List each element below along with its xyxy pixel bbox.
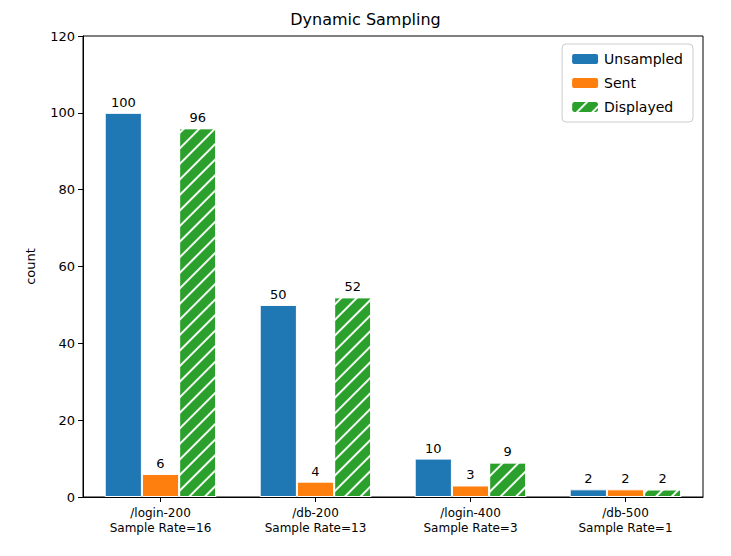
svg-text:Sample Rate=16: Sample Rate=16 [110,521,212,535]
svg-text:Unsampled: Unsampled [604,51,683,67]
svg-text:6: 6 [156,456,164,471]
svg-text:9: 9 [504,444,512,459]
svg-text:4: 4 [311,464,319,479]
svg-text:Sample Rate=1: Sample Rate=1 [578,521,672,535]
svg-text:2: 2 [621,471,629,486]
svg-text:/db-500: /db-500 [602,506,649,520]
svg-text:80: 80 [58,182,75,197]
svg-text:count: count [23,248,38,285]
svg-text:/login-400: /login-400 [440,506,501,520]
svg-text:2: 2 [659,471,667,486]
svg-text:Displayed: Displayed [604,99,673,115]
svg-text:Sample Rate=13: Sample Rate=13 [265,521,367,535]
svg-text:60: 60 [58,259,75,274]
svg-text:96: 96 [189,110,206,125]
svg-text:/login-200: /login-200 [130,506,191,520]
svg-text:/db-200: /db-200 [292,506,339,520]
svg-text:Dynamic Sampling: Dynamic Sampling [290,10,441,29]
svg-text:50: 50 [270,287,287,302]
svg-text:Sent: Sent [604,75,636,91]
svg-text:10: 10 [425,441,442,456]
svg-text:20: 20 [58,413,75,428]
svg-text:52: 52 [344,279,361,294]
svg-text:120: 120 [50,29,75,44]
svg-text:100: 100 [50,105,75,120]
svg-text:100: 100 [111,95,136,110]
svg-text:0: 0 [67,490,75,505]
svg-text:40: 40 [58,336,75,351]
svg-text:3: 3 [466,467,474,482]
svg-text:Sample Rate=3: Sample Rate=3 [423,521,517,535]
svg-text:2: 2 [584,471,592,486]
